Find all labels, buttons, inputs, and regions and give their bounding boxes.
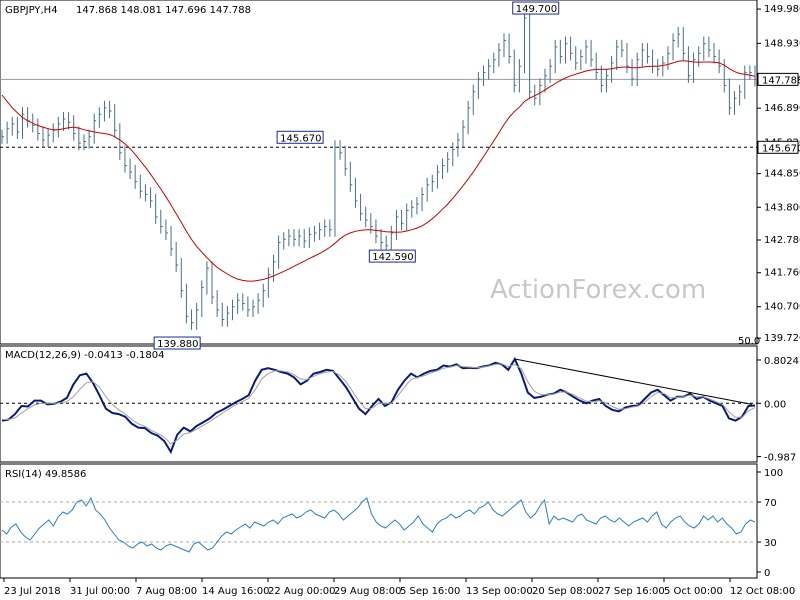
time-tick-label: 27 Sep 16:00 — [598, 586, 665, 597]
time-tick-label: 23 Jul 2018 — [4, 586, 61, 597]
time-axis: 23 Jul 2018 31 Jul 00:00 7 Aug 08:00 14 Aug… — [3, 578, 795, 597]
price-tick-label: 148.930 — [764, 38, 800, 49]
time-tick-label: 5 Oct 00:00 — [664, 586, 723, 597]
macd-tick-label: -0.987 — [764, 453, 796, 464]
price-corner-label: 50.0 — [738, 336, 760, 347]
rsi-axis: 100 70 30 0 — [757, 468, 783, 579]
ohlc-label: 147.868 148.081 147.696 147.788 — [76, 5, 251, 16]
price-reference-lines — [0, 78, 757, 148]
price-tick-label: 146.890 — [764, 103, 800, 114]
annotation-box — [368, 249, 416, 263]
price-tick-label: 139.720 — [764, 333, 800, 344]
time-tick-label: 13 Sep 00:00 — [466, 586, 533, 597]
rsi-tick-label: 0 — [764, 568, 770, 579]
macd-panel-frame — [0, 345, 758, 463]
time-tick-label: 14 Aug 16:00 — [202, 586, 269, 597]
rsi-tick-label: 70 — [764, 498, 777, 509]
rsi-series-group — [0, 496, 757, 553]
time-tick-label: 12 Oct 08:00 — [730, 586, 795, 597]
moving-average-line — [1, 60, 756, 282]
price-tick-label: 142.780 — [764, 235, 800, 246]
current-price-badge: 147.788 — [762, 75, 800, 86]
price-axis: 149.980148.930147.860146.890145.820144.8… — [757, 4, 800, 344]
annotation-label: 139.880 — [157, 339, 198, 350]
rsi-label: RSI(14) 49.8586 — [5, 469, 86, 480]
macd-trendline — [514, 358, 753, 405]
macd-series-group — [0, 356, 757, 455]
level-badge: 145.670 — [762, 143, 800, 154]
annotation-label: 142.590 — [372, 252, 413, 263]
time-tick-label: 31 Jul 00:00 — [70, 586, 130, 597]
annotation-label: 149.700 — [516, 4, 557, 15]
price-panel-frame — [0, 0, 758, 345]
macd-line — [1, 356, 756, 455]
rsi-line — [1, 496, 756, 553]
watermark-text: ActionForex.com — [490, 275, 706, 305]
symbol-label: GBPJPY,H4 — [5, 5, 58, 16]
level-badge-box — [757, 140, 799, 154]
time-tick-label: 22 Aug 00:00 — [268, 586, 335, 597]
price-tick-label: 141.760 — [764, 268, 800, 279]
rsi-tick-label: 30 — [764, 538, 777, 549]
macd-axis: 0.8024 0.00 -0.987 — [757, 356, 799, 464]
signal-line — [2, 363, 756, 445]
macd-tick-label: 0.00 — [764, 399, 786, 410]
price-annotations: 149.700 145.670 142.590 139.880 — [153, 1, 560, 350]
macd-label: MACD(12,26,9) -0.0413 -0.1804 — [5, 350, 165, 361]
time-tick-label: 29 Aug 08:00 — [334, 586, 401, 597]
annotation-label: 145.670 — [280, 133, 321, 144]
price-tick-label: 140.700 — [764, 302, 800, 313]
annotation-box — [153, 336, 201, 350]
macd-tick-label: 0.8024 — [764, 356, 799, 367]
time-tick-label: 20 Sep 08:00 — [532, 586, 599, 597]
annotation-box — [276, 130, 324, 144]
time-tick-label: 5 Sep 16:00 — [400, 586, 460, 597]
price-tick-label: 143.800 — [764, 202, 800, 213]
rsi-panel-frame — [0, 463, 758, 579]
price-series-group — [1, 10, 757, 330]
time-tick-label: 7 Aug 08:00 — [136, 586, 197, 597]
current-price-badge-box — [757, 72, 799, 86]
price-tick-label: 144.850 — [764, 169, 800, 180]
annotation-box — [512, 1, 560, 15]
price-tick-label: 149.980 — [764, 4, 800, 15]
rsi-tick-label: 100 — [764, 468, 783, 479]
